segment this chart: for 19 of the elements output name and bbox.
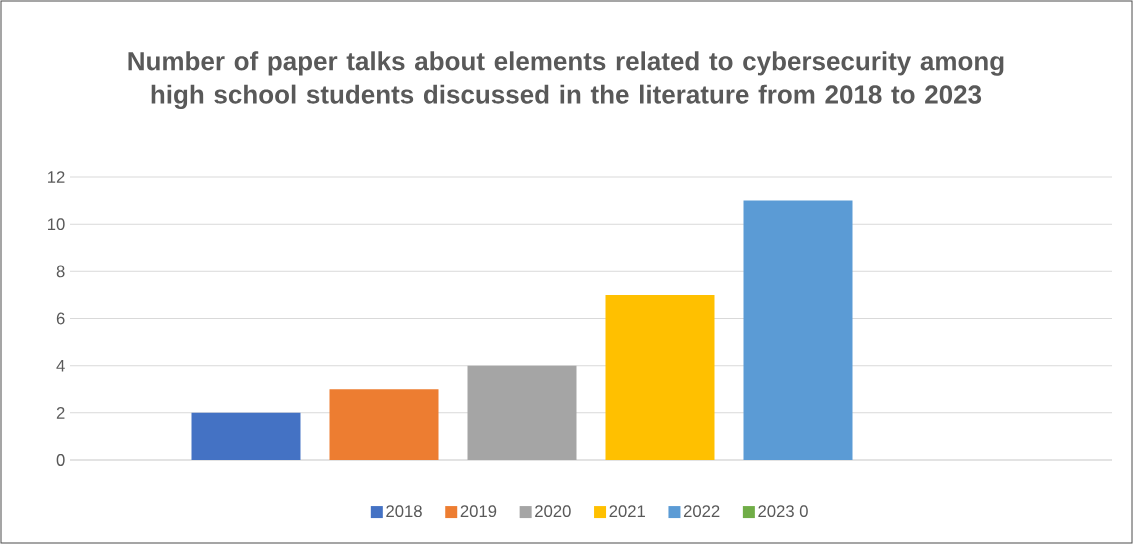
chart-title: Number of paper talks about elements related to cybersecurity among high school students discussed in the literature from 2018 to 2023	[128, 51, 1004, 109]
y-tick-label: 6	[56, 312, 65, 325]
y-tick-label: 0	[56, 454, 65, 466]
legend-label: 2021	[609, 505, 645, 518]
y-tick-label: 8	[56, 265, 65, 278]
bar	[605, 294, 715, 460]
legend-label: 2022	[683, 505, 720, 518]
y-tick-label: 10	[48, 218, 65, 231]
bar	[467, 365, 577, 460]
legend-label: 2018	[386, 505, 422, 518]
bar	[743, 200, 853, 460]
y-tick-label: 12	[48, 171, 65, 183]
bar	[329, 389, 439, 460]
y-tick-label: 4	[56, 359, 65, 372]
legend-label: 2019	[460, 505, 497, 518]
legend-label: 2020	[535, 505, 571, 518]
bar	[191, 412, 301, 460]
y-tick-label: 2	[56, 407, 65, 419]
legend-label: 2023 0	[758, 505, 808, 518]
